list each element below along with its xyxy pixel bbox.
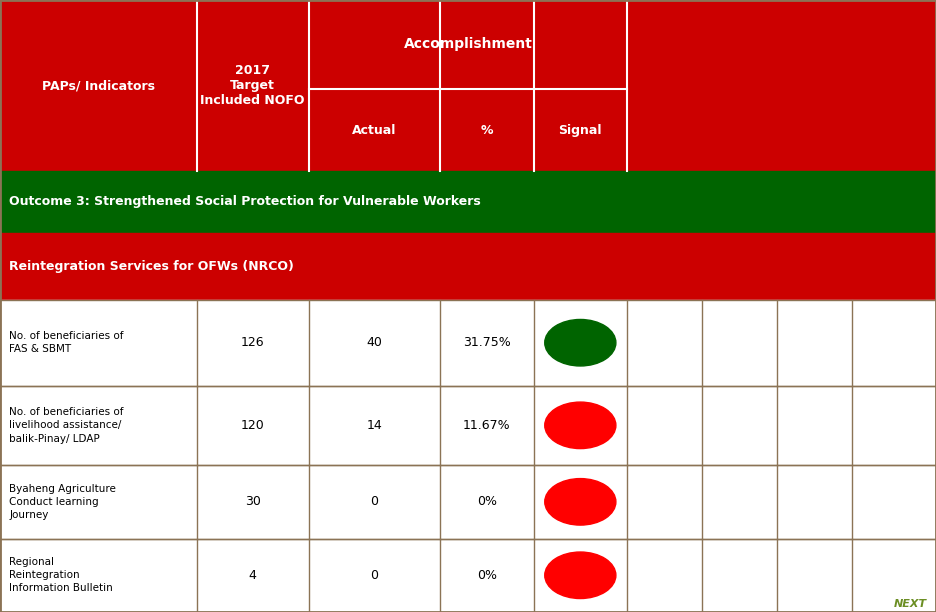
Text: 14: 14 xyxy=(367,419,382,432)
Text: 120: 120 xyxy=(241,419,265,432)
Bar xyxy=(0,539,936,612)
Text: Actual: Actual xyxy=(352,124,397,136)
Circle shape xyxy=(545,552,616,599)
Text: 0: 0 xyxy=(371,569,378,582)
Circle shape xyxy=(545,402,616,449)
Text: Accomplishment: Accomplishment xyxy=(403,37,533,51)
Circle shape xyxy=(545,319,616,366)
Text: 40: 40 xyxy=(367,336,382,349)
Text: Outcome 3: Strengthened Social Protection for Vulnerable Workers: Outcome 3: Strengthened Social Protectio… xyxy=(9,195,481,209)
Text: 0: 0 xyxy=(371,495,378,509)
Text: NEXT: NEXT xyxy=(894,599,927,609)
Bar xyxy=(0,386,936,465)
Text: PAPs/ Indicators: PAPs/ Indicators xyxy=(42,79,154,92)
Text: 126: 126 xyxy=(241,336,265,349)
Bar xyxy=(0,300,936,386)
Text: 31.75%: 31.75% xyxy=(462,336,511,349)
Text: Regional
Reintegration
Information Bulletin: Regional Reintegration Information Bulle… xyxy=(9,557,113,594)
Text: Signal: Signal xyxy=(559,124,602,136)
Bar xyxy=(0,233,936,300)
Text: 0%: 0% xyxy=(476,569,497,582)
Bar xyxy=(0,0,936,171)
Text: 2017
Target
Included NOFO: 2017 Target Included NOFO xyxy=(200,64,305,107)
Text: Reintegration Services for OFWs (NRCO): Reintegration Services for OFWs (NRCO) xyxy=(9,259,294,273)
Text: 4: 4 xyxy=(249,569,256,582)
Text: No. of beneficiaries of
livelihood assistance/
balik-Pinay/ LDAP: No. of beneficiaries of livelihood assis… xyxy=(9,407,124,444)
Text: %: % xyxy=(480,124,493,136)
Text: Byaheng Agriculture
Conduct learning
Journey: Byaheng Agriculture Conduct learning Jou… xyxy=(9,483,116,520)
Bar xyxy=(0,465,936,539)
Bar xyxy=(0,171,936,233)
Text: 30: 30 xyxy=(245,495,260,509)
Circle shape xyxy=(545,479,616,525)
Text: 11.67%: 11.67% xyxy=(463,419,510,432)
Text: No. of beneficiaries of
FAS & SBMT: No. of beneficiaries of FAS & SBMT xyxy=(9,331,124,354)
Text: 0%: 0% xyxy=(476,495,497,509)
